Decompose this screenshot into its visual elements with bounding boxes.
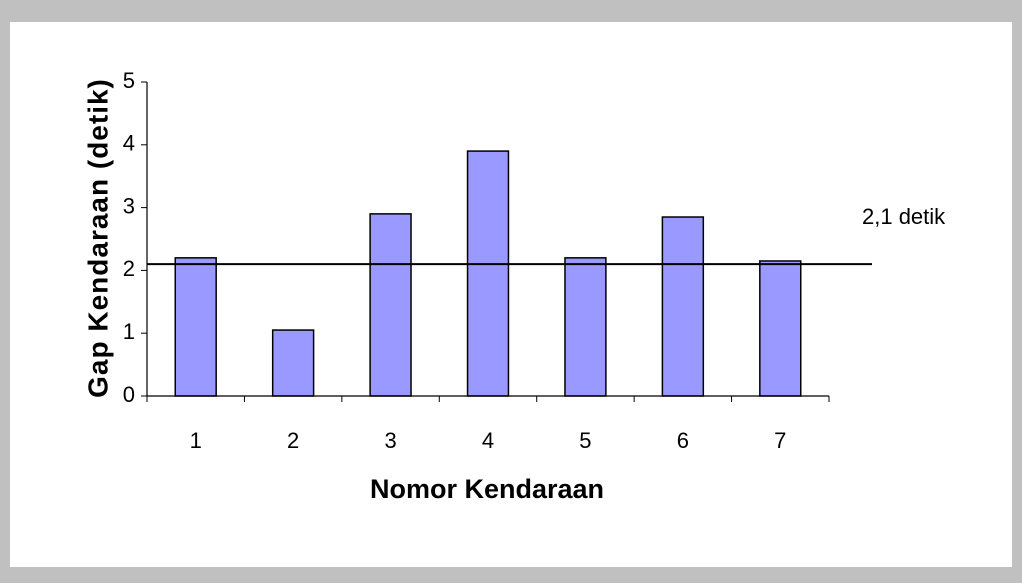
x-tick-label: 7 — [774, 428, 786, 453]
y-tick-label: 1 — [123, 319, 135, 344]
bar — [661, 216, 705, 397]
x-tick-label: 2 — [287, 428, 299, 453]
bar — [369, 213, 412, 397]
bar — [271, 329, 315, 397]
bar — [466, 150, 510, 397]
y-tick-label: 0 — [123, 382, 135, 407]
x-tick-label: 1 — [190, 428, 202, 453]
x-tick-label: 6 — [677, 428, 689, 453]
x-tick-label: 3 — [384, 428, 396, 453]
bar — [759, 260, 802, 397]
y-axis-title: Gap Kendaraan (detik) — [82, 78, 113, 398]
reference-label: 2,1 detik — [862, 204, 946, 229]
y-tick-label: 2 — [123, 256, 135, 281]
x-tick-label: 4 — [482, 428, 494, 453]
x-tick-label: 5 — [579, 428, 591, 453]
bar — [174, 257, 217, 397]
y-tick-label: 4 — [123, 131, 135, 156]
y-tick-label: 5 — [123, 68, 135, 93]
bar — [564, 257, 607, 397]
x-axis-title: Nomor Kendaraan — [370, 474, 604, 504]
y-tick-label: 3 — [123, 193, 135, 218]
